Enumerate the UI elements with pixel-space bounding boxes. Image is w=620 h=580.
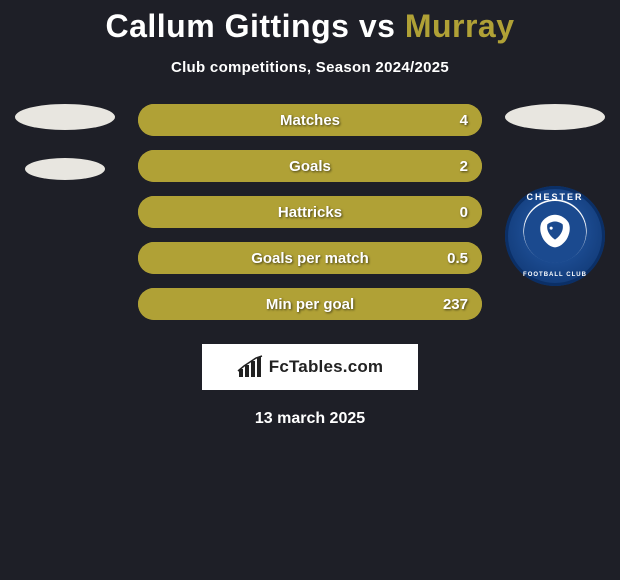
stat-bar: Min per goal 237 xyxy=(138,288,482,320)
stat-label: Hattricks xyxy=(278,204,342,221)
main-title: Callum Gittings vs Murray xyxy=(0,8,620,45)
right-side-column: CHESTER FOOTBALL CLUB xyxy=(500,104,610,286)
stat-bar: Goals 2 xyxy=(138,150,482,182)
club-badge-inner xyxy=(524,201,586,263)
player2-club-badge: CHESTER FOOTBALL CLUB xyxy=(505,186,605,286)
date-text: 13 march 2025 xyxy=(0,410,620,428)
player1-club-placeholder xyxy=(25,158,105,180)
stat-value-p2: 2 xyxy=(460,158,468,175)
brand-text: FcTables.com xyxy=(269,357,384,377)
subtitle: Club competitions, Season 2024/2025 xyxy=(0,59,620,76)
player1-name: Callum Gittings xyxy=(105,8,349,44)
stat-value-p2: 4 xyxy=(460,112,468,129)
content-row: Matches 4 Goals 2 Hattricks 0 Goals per match 0… xyxy=(0,104,620,320)
stat-bar: Matches 4 xyxy=(138,104,482,136)
stat-label: Goals per match xyxy=(251,250,369,267)
club-badge-bottom-text: FOOTBALL CLUB xyxy=(523,272,587,278)
stat-bar: Goals per match 0.5 xyxy=(138,242,482,274)
stat-value-p2: 0.5 xyxy=(447,250,468,267)
brand-box: FcTables.com xyxy=(202,344,418,390)
stat-label: Goals xyxy=(289,158,331,175)
stat-value-p2: 237 xyxy=(443,296,468,313)
vs-text: vs xyxy=(359,8,396,44)
player2-name: Murray xyxy=(405,8,515,44)
player2-photo-placeholder xyxy=(505,104,605,130)
bar-chart-icon xyxy=(237,355,263,379)
left-side-column xyxy=(10,104,120,208)
wolf-icon xyxy=(532,209,578,255)
player1-photo-placeholder xyxy=(15,104,115,130)
stat-label: Min per goal xyxy=(266,296,354,313)
stat-bar: Hattricks 0 xyxy=(138,196,482,228)
comparison-infographic: Callum Gittings vs Murray Club competiti… xyxy=(0,0,620,428)
stat-bars: Matches 4 Goals 2 Hattricks 0 Goals per match 0… xyxy=(120,104,500,320)
stat-value-p2: 0 xyxy=(460,204,468,221)
stat-label: Matches xyxy=(280,112,340,129)
